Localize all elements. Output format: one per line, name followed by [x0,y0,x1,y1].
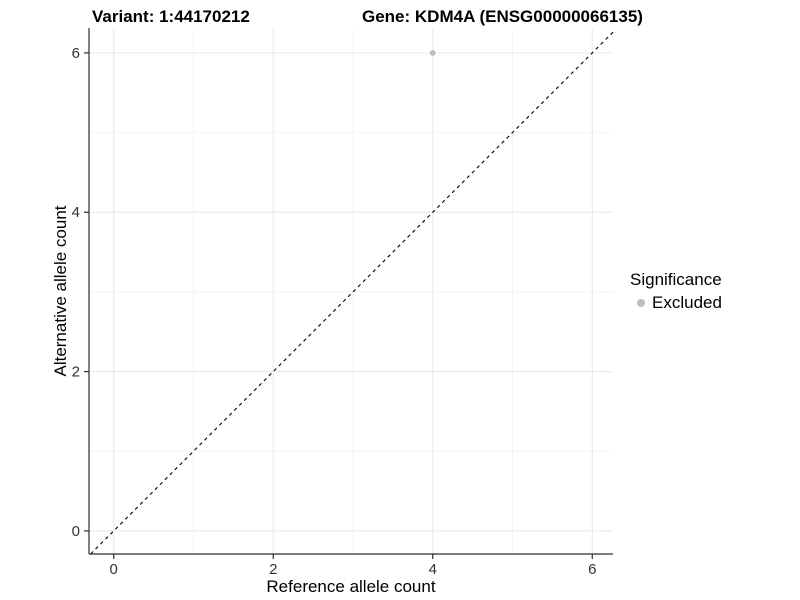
y-tick-label: 2 [72,364,80,381]
legend: Significance Excluded [630,270,722,313]
gene-title: Gene: KDM4A (ENSG00000066135) [362,7,643,26]
y-tick-label: 0 [72,523,80,540]
excluded-point-icon [637,299,645,307]
y-axis-title: Alternative allele count [51,205,70,377]
identity-reference-line [90,31,614,555]
legend-item-excluded: Excluded [630,293,722,313]
legend-item-label: Excluded [652,293,722,312]
variant-title: Variant: 1:44170212 [92,7,250,26]
x-axis-title: Reference allele count [266,577,436,596]
legend-title: Significance [630,270,722,289]
x-tick-label: 2 [269,561,277,578]
data-point [429,49,436,56]
x-tick-label: 6 [588,561,596,578]
x-tick-label: 4 [429,561,437,578]
y-tick-label: 6 [72,45,80,62]
y-tick-label: 4 [72,204,80,221]
x-tick-label: 0 [110,561,118,578]
